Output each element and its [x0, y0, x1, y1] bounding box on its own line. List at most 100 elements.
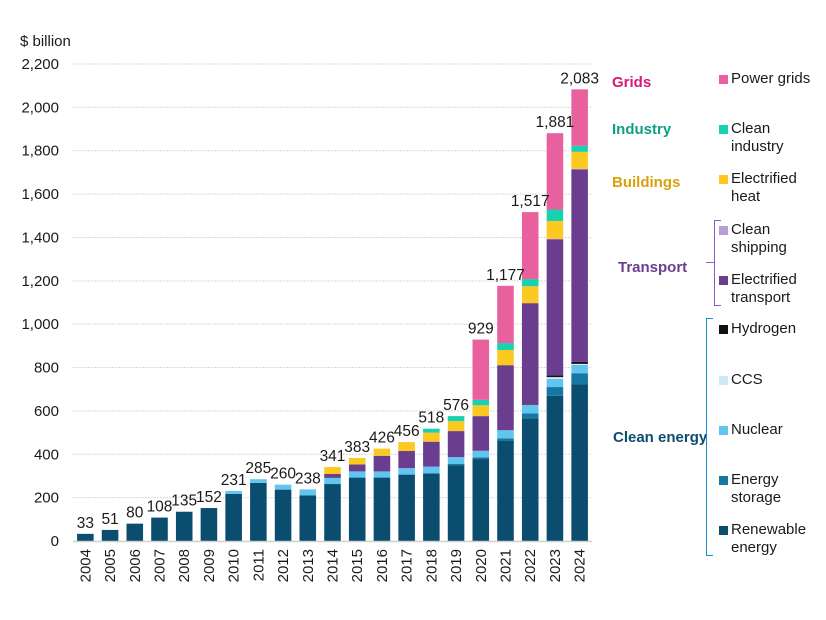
bar-segment-renewable-energy [348, 477, 366, 541]
bar-stack-2013 [299, 489, 317, 541]
bar-segment-renewable-energy [126, 523, 144, 541]
y-tick-label: 800 [34, 360, 59, 377]
bar-segment-nuclear [324, 477, 341, 484]
bar-segment-electrified-heat [373, 448, 391, 456]
total-label: 341 [320, 448, 346, 465]
bar-segment-electrified-transport [521, 303, 539, 405]
bar-segment-electrified-transport [472, 416, 490, 451]
total-label: 1,517 [511, 193, 550, 210]
bar-segment-renewable-energy [521, 418, 539, 541]
bar-stack-2023 [546, 133, 564, 541]
bar-segment-nuclear [423, 466, 440, 474]
bar-segment-energy-storage [472, 457, 490, 460]
bar-segment-electrified-transport [497, 365, 514, 431]
x-tick-label: 2017 [399, 549, 416, 582]
bar-segment-ccs [571, 363, 588, 365]
bar-segment-renewable-energy [274, 489, 292, 541]
bar-segment-electrified-transport [571, 169, 588, 362]
x-tick-label: 2011 [250, 549, 267, 581]
x-tick-label: 2004 [77, 549, 94, 582]
bar-segment-renewable-energy [225, 493, 242, 541]
bar-segment-nuclear [250, 479, 267, 483]
bar-segment-power-grids [472, 339, 490, 400]
total-label: 426 [369, 430, 395, 447]
bar-segment-hydrogen [546, 375, 564, 378]
bar-segment-energy-storage [546, 387, 564, 396]
bar-stack-2017 [398, 442, 415, 541]
bar-stack-2007 [151, 517, 168, 541]
bar-segment-energy-storage [423, 473, 440, 475]
bar-stack-2016 [373, 448, 391, 541]
bar-segment-electrified-heat [546, 220, 564, 239]
bar-stack-2018 [423, 428, 440, 541]
bar-stack-2024 [571, 89, 588, 541]
bar-segment-electrified-heat [398, 442, 415, 452]
x-tick-label: 2013 [300, 549, 317, 582]
bar-segment-power-grids [571, 89, 588, 146]
bar-stack-2022 [521, 212, 539, 541]
x-tick-label: 2019 [448, 549, 465, 582]
bar-segment-energy-storage [373, 477, 391, 479]
bar-segment-renewable-energy [546, 395, 564, 541]
bar-segment-electrified-transport [324, 474, 341, 478]
y-tick-label: 200 [34, 490, 59, 507]
bar-segment-nuclear [521, 404, 539, 414]
y-axis-unit-label: $ billion [20, 33, 71, 50]
bar-stack-2021 [497, 285, 514, 541]
bar-segment-renewable-energy [250, 482, 267, 541]
bar-stack-2012 [274, 484, 292, 541]
bar-segment-energy-storage [521, 413, 539, 419]
total-label: 576 [443, 397, 469, 414]
bar-segment-renewable-energy [200, 508, 218, 541]
x-tick-label: 2014 [325, 549, 342, 582]
bar-segment-clean-industry [571, 145, 588, 152]
bar-segment-power-grids [497, 285, 514, 344]
total-label: 231 [221, 472, 247, 489]
bar-segment-electrified-heat [472, 405, 490, 417]
bar-segment-nuclear [571, 364, 588, 374]
y-tick-label: 1,000 [21, 316, 59, 333]
bar-segment-electrified-heat [521, 286, 539, 304]
total-label: 135 [171, 493, 197, 510]
x-tick-label: 2018 [423, 549, 440, 582]
x-tick-label: 2023 [547, 549, 564, 582]
bar-stack-2011 [250, 479, 267, 541]
total-label: 80 [126, 505, 144, 522]
bar-segment-clean-industry [497, 343, 514, 350]
x-tick-label: 2010 [226, 549, 243, 582]
bar-segment-renewable-energy [571, 384, 588, 541]
bar-segment-electrified-transport [423, 441, 440, 467]
y-tick-label: 1,200 [21, 273, 59, 290]
bar-segment-hydrogen [521, 404, 539, 405]
bar-segment-energy-storage [497, 438, 514, 441]
total-labels: 33 51 80 1081351522312852602383413834264565… [77, 70, 599, 531]
bar-segment-renewable-energy [398, 474, 415, 541]
bar-segment-power-grids [521, 212, 539, 280]
total-label: 238 [295, 470, 321, 487]
bar-segment-renewable-energy [324, 483, 341, 541]
bar-segment-energy-storage [398, 474, 415, 475]
bar-stack-2008 [175, 511, 193, 541]
bar-segment-renewable-energy [175, 511, 193, 541]
bar-segment-electrified-heat [571, 151, 588, 169]
bar-segment-nuclear [497, 430, 514, 439]
bar-segment-clean-shipping [571, 168, 588, 170]
bar-segment-renewable-energy [101, 529, 119, 541]
x-tick-label: 2012 [275, 549, 292, 582]
bar-segment-clean-industry [546, 209, 564, 221]
bar-stack-2020 [472, 339, 490, 541]
bar-segment-clean-shipping [546, 238, 564, 240]
total-label: 1,177 [486, 267, 525, 284]
bar-segment-renewable-energy [423, 474, 440, 541]
bar-segment-renewable-energy [447, 465, 465, 541]
bar-segment-electrified-heat [423, 432, 440, 442]
total-label: 2,083 [560, 70, 599, 87]
total-label: 929 [468, 321, 494, 338]
total-label: 518 [418, 410, 444, 427]
x-tick-label: 2009 [201, 549, 218, 582]
bar-segment-nuclear [472, 450, 490, 458]
bar-segment-nuclear [398, 468, 415, 475]
bar-stack-2009 [200, 508, 218, 541]
bar-stack-2015 [348, 457, 366, 541]
